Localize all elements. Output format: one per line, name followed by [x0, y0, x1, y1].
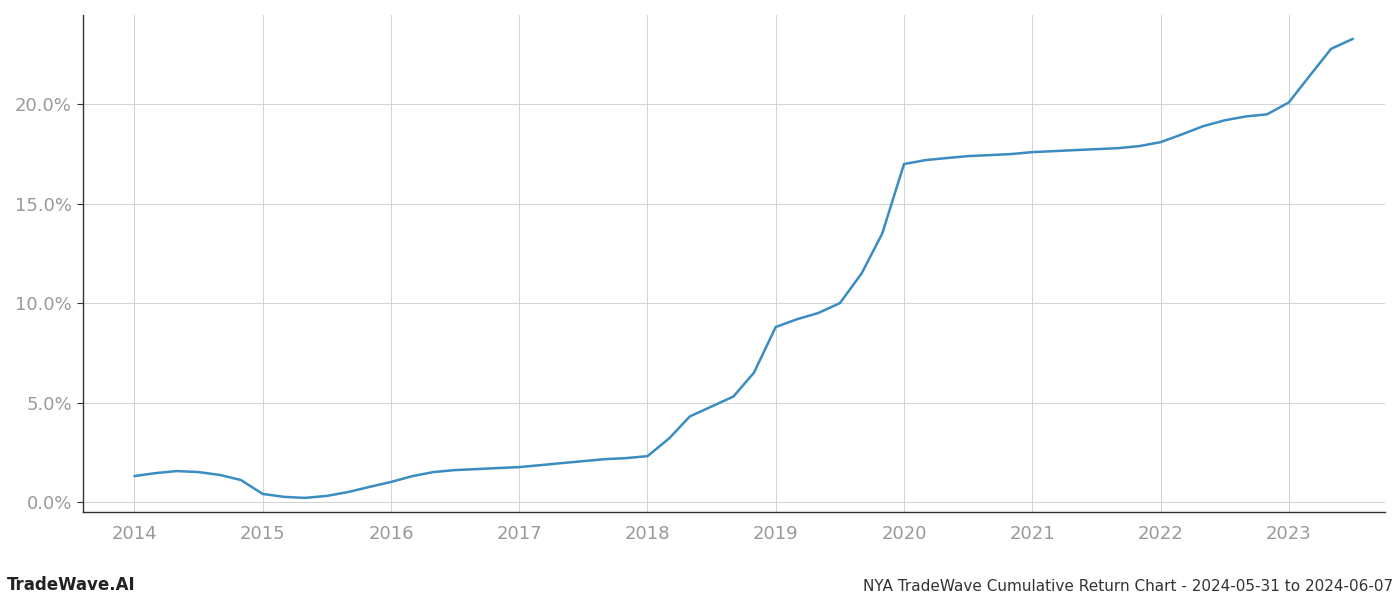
Text: TradeWave.AI: TradeWave.AI [7, 576, 136, 594]
Text: NYA TradeWave Cumulative Return Chart - 2024-05-31 to 2024-06-07: NYA TradeWave Cumulative Return Chart - … [862, 579, 1393, 594]
